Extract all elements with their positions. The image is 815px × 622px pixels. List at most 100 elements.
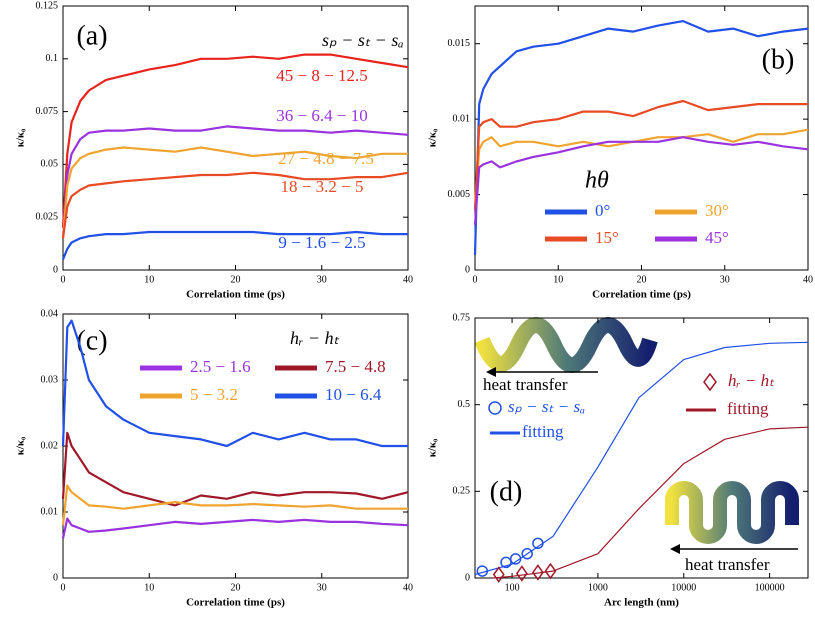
annotation: heat transfer — [483, 375, 568, 394]
legend-label: hᵣ − hₜ — [728, 371, 775, 390]
y-tick-label: 0.01 — [453, 113, 471, 124]
marker — [521, 547, 533, 560]
x-tick-label: 10 — [144, 274, 154, 285]
y-tick-label: 0.05 — [41, 159, 59, 170]
marker — [544, 562, 557, 580]
series-label: 9 − 1.6 − 2.5 — [278, 233, 365, 252]
y-tick-label: 0.1 — [46, 53, 59, 64]
annotation: heat transfer — [685, 555, 770, 574]
y-axis-label: κ/κ₀ — [427, 128, 439, 147]
series-line — [61, 230, 408, 260]
spring-icon — [474, 317, 658, 373]
x-axis-label: Correlation time (ps) — [186, 289, 285, 301]
legend-title: sₚ − sₜ − sₐ — [322, 30, 404, 50]
x-tick-label: 0 — [473, 274, 478, 285]
plot-frame — [62, 313, 409, 579]
x-axis-label: Correlation time (ps) — [592, 289, 691, 301]
series-line — [61, 125, 409, 239]
x-axis-label: Arc length (nm) — [604, 597, 679, 609]
legend-label: 10 − 6.4 — [325, 385, 382, 404]
x-tick-label: 10 — [144, 582, 154, 593]
legend-label: 15° — [595, 228, 619, 247]
series-line — [474, 341, 809, 576]
y-tick-label: 0.005 — [448, 189, 471, 200]
y-tick-label: 0.03 — [41, 374, 59, 385]
legend-label: fitting — [727, 399, 769, 418]
y-tick-label: 0 — [53, 264, 58, 275]
panel-label: (d) — [490, 476, 523, 507]
spring-icon — [665, 481, 799, 544]
series-label: 27 − 4.8 − 7.5 — [278, 149, 374, 168]
legend-label: 0° — [595, 201, 610, 220]
y-tick-label: 0.75 — [453, 312, 471, 323]
series-label: 45 − 8 − 12.5 — [276, 66, 367, 85]
panel-label: (b) — [762, 44, 795, 75]
y-tick-label: 0.015 — [448, 38, 471, 49]
y-tick-label: 0.025 — [36, 211, 59, 222]
arrowhead — [486, 367, 496, 377]
x-tick-label: 1000 — [588, 582, 608, 593]
legend-label: 5 − 3.2 — [190, 385, 238, 404]
y-tick-label: 0 — [465, 264, 470, 275]
y-tick-label: 0 — [53, 572, 58, 583]
x-tick-label: 30 — [720, 274, 730, 285]
arrowhead — [670, 544, 680, 554]
x-tick-label: 20 — [231, 582, 241, 593]
x-tick-label: 40 — [403, 582, 413, 593]
x-tick-label: 100 — [505, 582, 520, 593]
series-line — [473, 99, 808, 210]
series-label: 18 − 3.2 − 5 — [281, 177, 364, 196]
x-tick-label: 40 — [403, 274, 413, 285]
legend-label: sₚ − sₜ − sₐ — [508, 397, 585, 416]
series-line — [473, 136, 809, 225]
series-line — [61, 517, 409, 539]
y-tick-label: 0.5 — [458, 399, 471, 410]
y-tick-label: 0.04 — [41, 308, 59, 319]
x-tick-label: 20 — [637, 274, 647, 285]
x-axis-label: Correlation time (ps) — [186, 597, 285, 609]
y-tick-label: 0.01 — [41, 506, 59, 517]
series-line — [61, 146, 408, 239]
series-line — [61, 484, 408, 526]
legend-title: hθ — [585, 168, 609, 194]
x-tick-label: 0 — [61, 582, 66, 593]
y-axis-label: κ/κ₀ — [427, 438, 439, 457]
x-tick-label: 10 — [553, 274, 563, 285]
marker — [531, 564, 544, 581]
plot-frame — [474, 5, 809, 271]
y-tick-label: 0.075 — [36, 106, 59, 117]
y-tick-label: 0 — [465, 572, 470, 583]
y-tick-label: 0.125 — [36, 0, 59, 11]
series-line — [61, 171, 409, 239]
plot-frame — [474, 317, 809, 579]
marker — [515, 565, 528, 582]
panel-label: (a) — [76, 20, 107, 51]
legend-label: 30° — [705, 201, 729, 220]
marker — [492, 566, 505, 583]
legend-label: 2.5 − 1.6 — [190, 357, 251, 376]
y-tick-label: 0.02 — [41, 440, 59, 451]
series-line — [473, 20, 809, 255]
x-tick-label: 20 — [231, 274, 241, 285]
y-tick-label: 0.25 — [453, 486, 471, 497]
legend-swatch — [488, 401, 502, 415]
y-axis-label: κ/κ₀ — [15, 128, 27, 147]
x-tick-label: 40 — [803, 274, 813, 285]
legend-title: hᵣ − hₜ — [290, 328, 340, 348]
legend-label: 45° — [705, 228, 729, 247]
x-tick-label: 100000 — [755, 582, 785, 593]
x-tick-label: 10000 — [671, 582, 696, 593]
y-axis-label: κ/κ₀ — [15, 436, 27, 455]
x-tick-label: 30 — [317, 274, 327, 285]
marker — [500, 556, 512, 569]
x-tick-label: 30 — [317, 582, 327, 593]
x-tick-label: 0 — [61, 274, 66, 285]
series-line — [61, 319, 408, 448]
legend-label: fitting — [522, 422, 564, 441]
legend-swatch — [703, 372, 717, 392]
series-line — [61, 53, 409, 228]
series-line — [61, 431, 409, 507]
series-label: 36 − 6.4 − 10 — [276, 106, 367, 125]
legend-label: 7.5 − 4.8 — [325, 357, 386, 376]
